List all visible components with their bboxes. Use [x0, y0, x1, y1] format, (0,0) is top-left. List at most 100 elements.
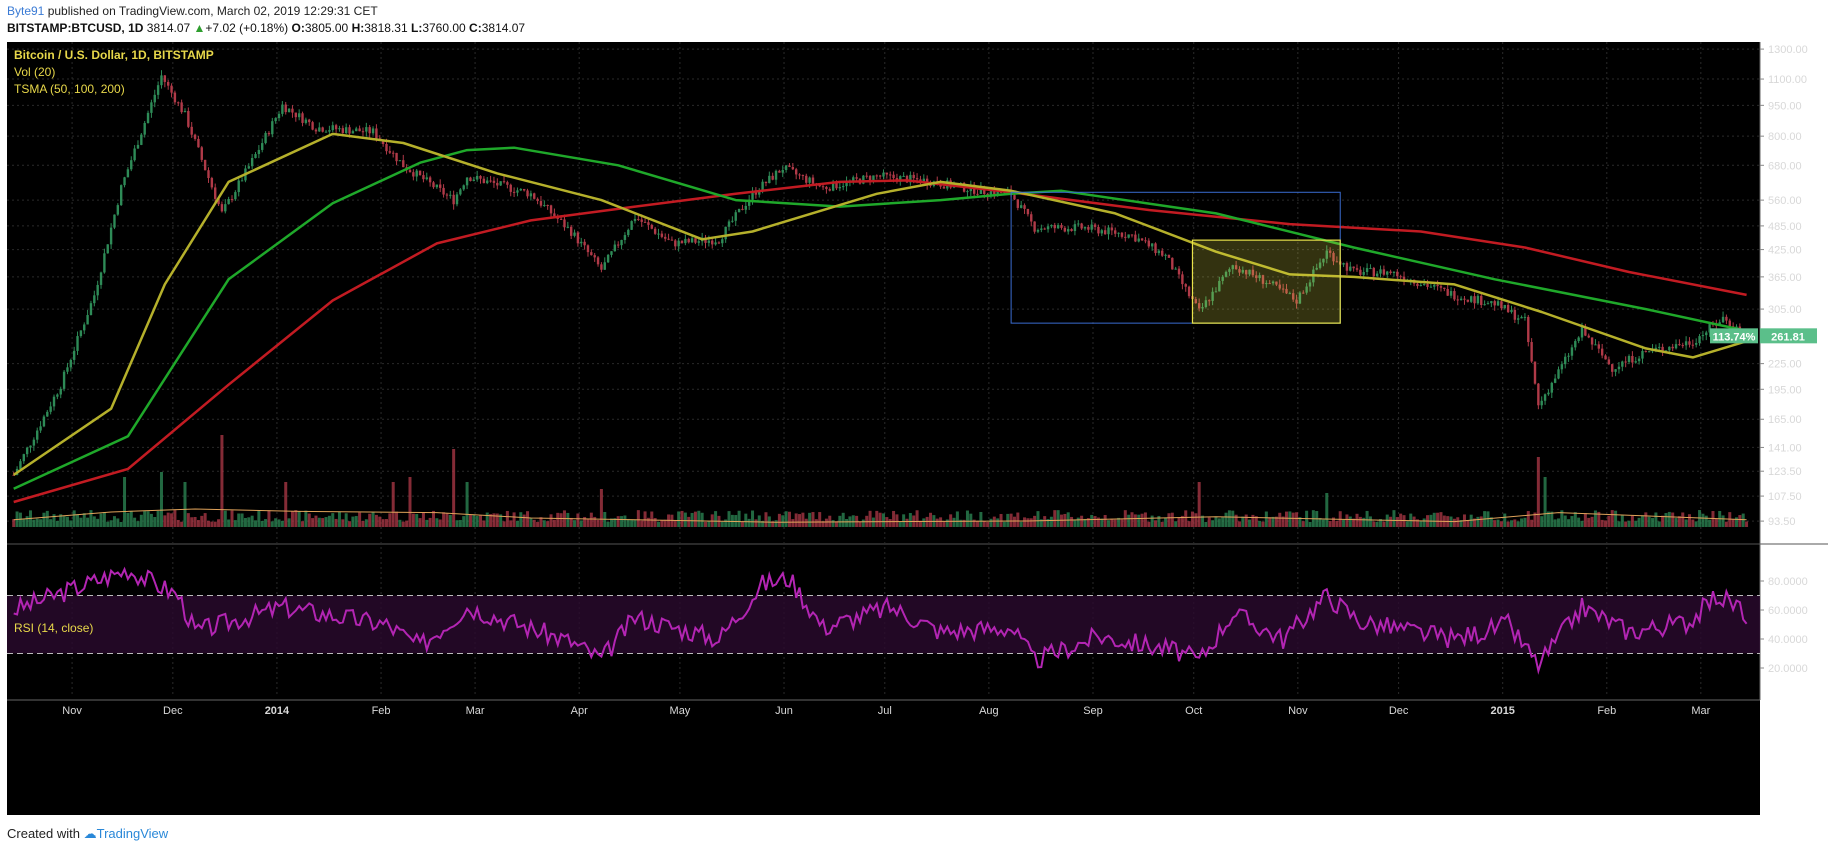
volume-bar	[166, 512, 170, 527]
volume-bar	[482, 520, 486, 527]
volume-bar	[552, 519, 556, 527]
candle-body	[1611, 364, 1614, 372]
volume-bar	[1385, 514, 1389, 527]
volume-bar	[902, 514, 906, 527]
volume-bar	[1197, 482, 1201, 527]
volume-bar	[277, 519, 281, 527]
candle-body	[1201, 307, 1204, 309]
candle-body	[160, 75, 163, 86]
candle-body	[99, 272, 103, 285]
volume-bar	[260, 520, 264, 527]
volume-bar	[1090, 514, 1094, 527]
volume-bar	[1355, 513, 1359, 527]
volume-bar	[324, 517, 328, 527]
candle-body	[1087, 227, 1090, 230]
candle-body	[1577, 337, 1580, 342]
chart-canvas[interactable]: 113.74% 261.81 1300.00 1100.00 950.00 800.00…	[0, 40, 1828, 820]
volume-bar	[532, 519, 536, 527]
candle-body	[334, 125, 338, 130]
volume-bar	[1295, 512, 1299, 527]
volume-bar	[596, 519, 600, 527]
candle-body	[418, 170, 422, 176]
ohlc-bar: BITSTAMP:BTCUSD, 1D 3814.07 ▲+7.02 (+0.1…	[7, 21, 525, 35]
volume-bar	[1379, 519, 1383, 527]
volume-bar	[1023, 517, 1027, 527]
volume-bar	[620, 516, 624, 527]
candle-body	[89, 303, 93, 316]
percent-tag-bg	[1710, 328, 1758, 344]
tradingview-brand[interactable]: TradingView	[96, 826, 169, 841]
candle-body	[116, 205, 120, 215]
volume-bar	[341, 519, 345, 527]
volume-bar	[159, 472, 163, 527]
candle-body	[261, 143, 264, 150]
candle-body	[1258, 275, 1261, 279]
candle-body	[1013, 195, 1016, 200]
candle-body	[1443, 287, 1446, 289]
volume-bar	[650, 511, 654, 527]
volume-bar	[794, 513, 798, 527]
volume-bar	[304, 510, 308, 527]
candle-body	[1469, 296, 1473, 302]
volume-bar	[1244, 514, 1248, 527]
candle-body	[119, 185, 123, 206]
volume-bar	[1019, 521, 1023, 527]
candle-body	[425, 177, 428, 180]
candle-body	[687, 238, 690, 243]
candle-body	[1486, 303, 1490, 305]
volume-bar	[1133, 514, 1137, 527]
candle-body	[647, 222, 650, 225]
candle-body	[1097, 226, 1100, 234]
tradingview-logo-icon[interactable]: ☁	[83, 826, 97, 841]
volume-bar	[996, 518, 1000, 527]
candle-body	[1365, 268, 1369, 273]
volume-bar	[1234, 514, 1238, 527]
low-value: 3760.00	[422, 21, 466, 35]
volume-bar	[640, 520, 644, 527]
candle-body	[459, 189, 462, 195]
author-link[interactable]: Byte91	[7, 4, 45, 18]
candle-body	[764, 181, 768, 184]
volume-bar	[1009, 513, 1013, 527]
volume-bar	[317, 517, 321, 527]
volume-bar	[492, 513, 496, 527]
candle-body	[46, 411, 49, 417]
candle-body	[553, 213, 556, 217]
volume-bar	[1217, 518, 1221, 527]
drawing-boxes[interactable]: 113.74% 261.81	[1010, 191, 1817, 344]
volume-bar	[1630, 515, 1634, 527]
candle-body	[1553, 378, 1557, 383]
volume-bar	[757, 515, 761, 527]
candle-body	[1221, 276, 1224, 281]
candle-body	[1359, 269, 1362, 275]
candle-body	[852, 177, 855, 181]
candle-body	[519, 188, 523, 191]
candle-body	[1244, 270, 1248, 275]
candle-body	[368, 127, 371, 134]
price-tick-label: 800.00	[1768, 131, 1802, 143]
candle-body	[133, 148, 136, 161]
volume-bar	[1506, 521, 1510, 527]
candle-body	[791, 166, 795, 170]
volume-bar	[1375, 521, 1379, 527]
candle-body	[566, 226, 570, 228]
candle-body	[828, 189, 831, 191]
volume-bar	[1563, 515, 1567, 527]
candle-body	[1637, 358, 1641, 362]
volume-bar	[391, 482, 395, 527]
volume-bar	[509, 520, 513, 527]
volume-bar	[1469, 514, 1473, 527]
candle-body	[794, 169, 798, 175]
candle-body	[227, 199, 230, 205]
candle-body	[596, 257, 600, 265]
candle-body	[1574, 341, 1577, 348]
volume-bar	[1640, 515, 1644, 527]
volume-bar	[630, 519, 634, 527]
candle-body	[1668, 346, 1671, 351]
candle-body	[1050, 225, 1053, 227]
candle-body	[1476, 295, 1480, 304]
volume-bar	[821, 521, 825, 527]
candle-body	[559, 218, 563, 220]
candle-body	[136, 144, 140, 149]
volume-bar	[1358, 516, 1362, 527]
